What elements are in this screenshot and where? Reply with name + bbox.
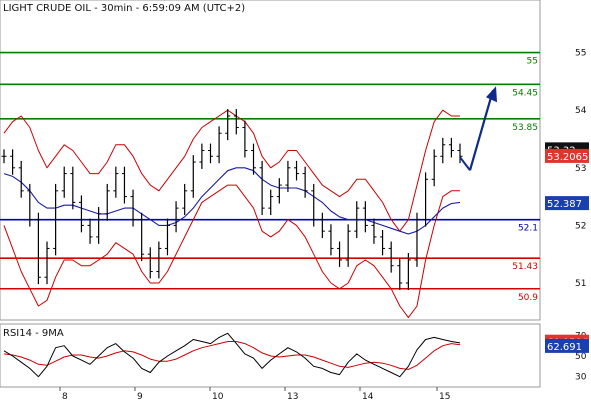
x-tick-label: 13 [287, 392, 298, 402]
level-label: 50.9 [518, 293, 538, 303]
price-badge-label: 53.2065 [547, 152, 588, 163]
level-label: 55 [527, 57, 538, 67]
x-tick-label: 10 [212, 392, 224, 402]
rsi-panel: 30507060.959662.691 [3, 331, 589, 383]
bollinger-upper-line [3, 109, 460, 232]
y-tick-label: 55 [575, 49, 586, 59]
rsi-badge-label: 62.691 [547, 342, 582, 353]
moving-average-line [3, 167, 461, 235]
rsi-y-tick-label: 30 [575, 373, 587, 383]
level-label: 51.43 [512, 262, 538, 272]
level-label: 53.85 [512, 123, 538, 133]
rsi-badge [545, 338, 589, 353]
price-badge-label: 52.387 [547, 199, 582, 210]
level-label: 54.45 [512, 88, 538, 98]
y-tick-label: 54 [575, 106, 587, 116]
rsi-panel-frame [0, 323, 541, 388]
level-label: 52.1 [518, 224, 538, 234]
price-panel: 51525354555554.4553.8552.151.4350.953.32… [0, 49, 589, 402]
price-badge [545, 196, 589, 211]
rsi-line [3, 332, 461, 378]
chart-title: LIGHT CRUDE OIL - 30min - 6:59:09 AM (UT… [3, 3, 245, 14]
forecast-arrow-head [486, 86, 497, 103]
x-tick-label: 9 [137, 392, 143, 402]
rsi-ma-line [3, 341, 461, 370]
bollinger-lower-line [3, 184, 460, 319]
forecast-arrow-line [468, 89, 495, 171]
y-tick-label: 52 [575, 221, 586, 231]
x-tick-label: 14 [362, 392, 374, 402]
y-tick-label: 51 [575, 279, 586, 289]
forecast-arrow-lead [459, 156, 471, 171]
y-tick-label: 53 [575, 164, 586, 174]
x-tick-label: 15 [439, 392, 450, 402]
rsi-panel-title: RSI14 - 9MA [3, 328, 64, 339]
price-panel-frame [0, 0, 541, 321]
x-tick-label: 8 [62, 392, 68, 402]
rsi-y-tick-label: 50 [575, 352, 587, 362]
price-badge [545, 148, 589, 163]
